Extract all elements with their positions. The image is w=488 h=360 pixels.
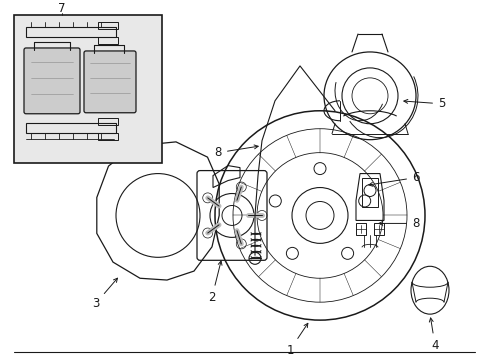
Text: 4: 4 — [428, 318, 438, 352]
Text: 8: 8 — [378, 217, 419, 230]
Text: 8: 8 — [214, 145, 258, 159]
Bar — [361, 177, 377, 207]
Text: 6: 6 — [368, 171, 419, 186]
Text: 2: 2 — [208, 261, 222, 304]
Bar — [98, 22, 118, 29]
Bar — [98, 118, 118, 125]
Bar — [373, 224, 383, 235]
Bar — [26, 27, 116, 37]
Text: 1: 1 — [285, 323, 307, 356]
Text: 7: 7 — [58, 1, 65, 15]
Bar — [355, 224, 365, 235]
Text: 5: 5 — [403, 97, 445, 110]
Bar — [98, 133, 118, 140]
Bar — [98, 37, 118, 44]
Bar — [14, 15, 162, 163]
Bar — [26, 123, 116, 133]
FancyBboxPatch shape — [24, 48, 80, 114]
FancyBboxPatch shape — [84, 51, 136, 113]
Text: 3: 3 — [92, 278, 117, 310]
